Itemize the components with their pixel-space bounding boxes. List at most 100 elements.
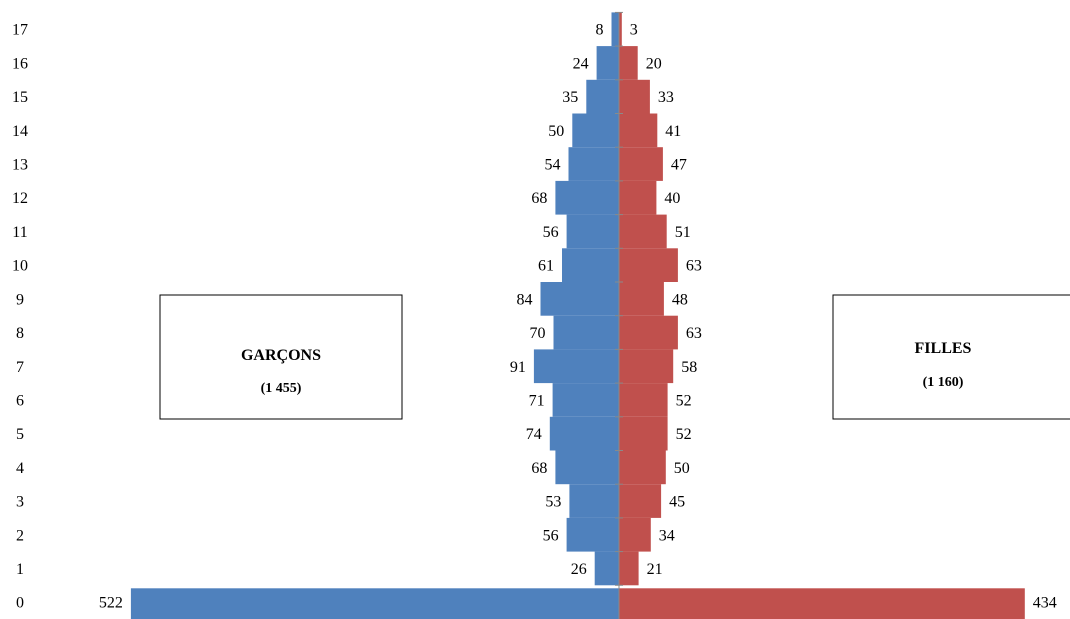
- bar-garcons-age-17: [611, 12, 619, 47]
- bar-filles-age-7: [619, 349, 674, 384]
- value-label-garcons-age-7: 91: [510, 359, 526, 376]
- bar-filles-age-8: [619, 315, 678, 350]
- value-label-filles-age-17: 3: [630, 22, 638, 39]
- bar-filles-age-13: [619, 147, 663, 181]
- value-label-filles-age-2: 34: [659, 527, 675, 544]
- bar-filles-age-3: [619, 484, 662, 518]
- value-label-filles-age-8: 63: [686, 325, 702, 342]
- value-label-garcons-age-5: 74: [526, 426, 542, 443]
- age-label-15: 15: [12, 89, 28, 106]
- value-label-garcons-age-12: 68: [531, 190, 547, 207]
- bar-garcons-age-11: [566, 214, 619, 249]
- legend-garcons-total: (1 455): [261, 381, 302, 396]
- value-label-garcons-age-1: 26: [571, 561, 587, 578]
- bar-garcons-age-10: [562, 248, 619, 282]
- value-label-garcons-age-16: 24: [573, 55, 589, 72]
- bar-filles-age-4: [619, 450, 666, 485]
- age-label-14: 14: [12, 123, 28, 140]
- age-label-8: 8: [16, 325, 24, 342]
- age-label-4: 4: [16, 460, 24, 477]
- value-label-garcons-age-14: 50: [548, 123, 564, 140]
- bars-group: [130, 12, 1025, 619]
- value-label-filles-age-15: 33: [658, 89, 674, 106]
- value-label-filles-age-14: 41: [665, 123, 681, 140]
- bar-filles-age-10: [619, 248, 678, 282]
- bar-filles-age-9: [619, 282, 664, 316]
- bar-garcons-age-8: [553, 315, 619, 350]
- value-label-filles-age-4: 50: [674, 460, 690, 477]
- value-label-filles-age-16: 20: [646, 55, 662, 72]
- bar-garcons-age-14: [572, 113, 620, 148]
- bar-filles-age-15: [619, 79, 650, 114]
- value-label-filles-age-10: 63: [686, 258, 702, 275]
- bar-garcons-age-1: [594, 551, 619, 586]
- age-label-1: 1: [16, 561, 24, 578]
- age-label-11: 11: [12, 224, 27, 241]
- legend-filles-box: [832, 294, 1070, 420]
- value-label-filles-age-6: 52: [676, 392, 692, 409]
- age-label-12: 12: [12, 190, 28, 207]
- bar-filles-age-6: [619, 383, 668, 417]
- value-label-garcons-age-0: 522: [99, 595, 123, 612]
- center-axis: [615, 11, 623, 619]
- age-label-13: 13: [12, 157, 28, 174]
- value-label-filles-age-0: 434: [1033, 595, 1057, 612]
- age-label-9: 9: [16, 291, 24, 308]
- legend-filles: FILLES (1 160): [832, 294, 1070, 420]
- legend-garcons-box: [159, 294, 403, 420]
- bar-garcons-age-12: [555, 180, 619, 215]
- bar-filles-age-2: [619, 517, 651, 552]
- value-label-garcons-age-4: 68: [531, 460, 547, 477]
- age-label-0: 0: [16, 595, 24, 612]
- legend-garcons: GARÇONS (1 455): [159, 294, 403, 420]
- value-label-filles-age-12: 40: [664, 190, 680, 207]
- value-label-filles-age-1: 21: [647, 561, 663, 578]
- value-label-garcons-age-9: 84: [517, 291, 533, 308]
- bar-garcons-age-6: [552, 383, 619, 417]
- bar-garcons-age-9: [540, 282, 619, 316]
- value-label-garcons-age-17: 8: [596, 22, 604, 39]
- value-label-filles-age-13: 47: [671, 157, 687, 174]
- bar-filles-age-12: [619, 180, 657, 215]
- value-label-filles-age-9: 48: [672, 291, 688, 308]
- bar-filles-age-16: [619, 46, 638, 80]
- bar-garcons-age-4: [555, 450, 619, 485]
- bar-garcons-age-13: [568, 147, 619, 181]
- bar-garcons-age-3: [569, 484, 619, 518]
- age-label-7: 7: [16, 359, 24, 376]
- value-label-filles-age-11: 51: [675, 224, 691, 241]
- bar-filles-age-0: [619, 588, 1025, 619]
- bar-filles-age-11: [619, 214, 667, 249]
- age-label-5: 5: [16, 426, 24, 443]
- bar-filles-age-5: [619, 416, 668, 451]
- bar-garcons-age-2: [566, 517, 619, 552]
- age-label-10: 10: [12, 258, 28, 275]
- bar-garcons-age-0: [130, 588, 619, 619]
- age-label-2: 2: [16, 527, 24, 544]
- value-label-garcons-age-6: 71: [529, 392, 545, 409]
- value-label-filles-age-7: 58: [681, 359, 697, 376]
- value-label-garcons-age-8: 70: [530, 325, 546, 342]
- value-label-filles-age-3: 45: [669, 494, 685, 511]
- value-label-garcons-age-2: 56: [543, 527, 559, 544]
- bar-filles-age-17: [619, 12, 622, 47]
- value-label-garcons-age-13: 54: [545, 157, 561, 174]
- value-label-filles-age-5: 52: [676, 426, 692, 443]
- bar-filles-age-14: [619, 113, 658, 148]
- legend-garcons-label: GARÇONS: [241, 347, 321, 364]
- age-label-6: 6: [16, 392, 24, 409]
- value-label-garcons-age-3: 53: [545, 494, 561, 511]
- bar-garcons-age-5: [549, 416, 619, 451]
- bar-garcons-age-16: [596, 46, 619, 80]
- age-label-16: 16: [12, 55, 28, 72]
- legend-filles-label: FILLES: [915, 340, 972, 357]
- bar-garcons-age-15: [586, 79, 619, 114]
- value-label-garcons-age-11: 56: [543, 224, 559, 241]
- bar-filles-age-1: [619, 551, 639, 586]
- age-label-17: 17: [12, 22, 28, 39]
- value-label-garcons-age-15: 35: [562, 89, 578, 106]
- bar-garcons-age-7: [533, 349, 619, 384]
